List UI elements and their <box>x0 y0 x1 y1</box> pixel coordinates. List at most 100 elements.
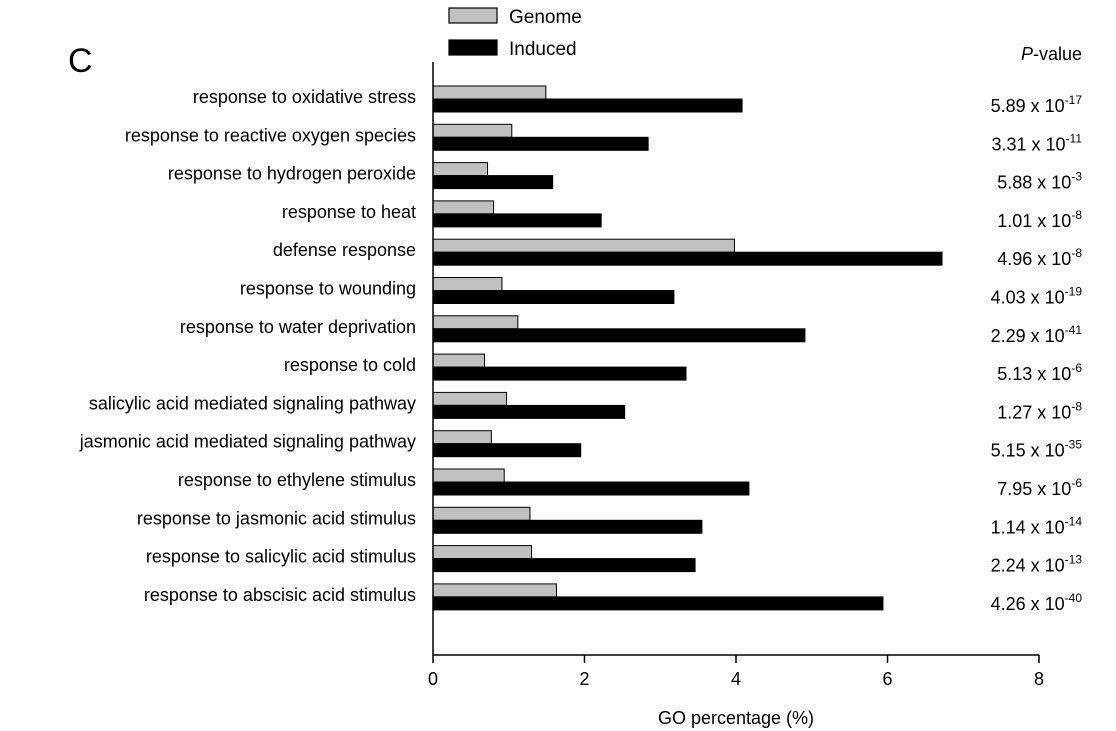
category-label: response to reactive oxygen species <box>125 125 416 145</box>
pvalue-mantissa: 5.15 x 10 <box>991 441 1065 461</box>
x-tick-label: 8 <box>1034 669 1044 689</box>
bar-genome <box>432 430 492 445</box>
pvalue-label: 1.01 x 10-8 <box>997 208 1082 231</box>
pvalue-exponent: -41 <box>1065 323 1083 337</box>
x-axis-title: GO percentage (%) <box>658 708 814 728</box>
bar-genome <box>432 506 531 521</box>
pvalue-exponent: -8 <box>1071 208 1082 222</box>
x-tick-label: 2 <box>579 669 589 689</box>
pvalue-mantissa: 4.26 x 10 <box>991 594 1065 614</box>
pvalue-exponent: -13 <box>1065 553 1083 567</box>
pvalue-label: 3.31 x 10-11 <box>991 131 1082 154</box>
x-ticks: 0 2 4 6 8 <box>428 655 1044 689</box>
bar-induced <box>432 366 687 381</box>
pvalue-exponent: -40 <box>1065 591 1083 605</box>
pvalue-label: 1.27 x 10-8 <box>997 399 1082 422</box>
pvalue-exponent: -3 <box>1071 170 1082 184</box>
pvalue-mantissa: 5.13 x 10 <box>997 364 1071 384</box>
category-label: response to wounding <box>240 279 416 299</box>
category-label: response to jasmonic acid stimulus <box>137 508 416 528</box>
bar-induced <box>432 443 582 458</box>
pvalue-exponent: -11 <box>1066 131 1083 145</box>
pvalue-header-p: P <box>1021 44 1033 64</box>
bar-genome <box>432 391 507 406</box>
legend-swatch-induced <box>448 39 498 56</box>
pvalue-exponent: -6 <box>1071 361 1082 375</box>
pvalue-label: 5.89 x 10-17 <box>991 93 1083 116</box>
pvalue-mantissa: 2.24 x 10 <box>991 556 1065 576</box>
pvalue-labels: 5.89 x 10-17 3.31 x 10-11 5.88 x 10-3 1.01 … <box>991 93 1083 614</box>
pvalue-label: 2.29 x 10-41 <box>991 323 1083 346</box>
pvalue-label: 5.88 x 10-3 <box>997 170 1082 193</box>
bar-induced <box>432 251 943 266</box>
pvalue-label: 4.96 x 10-8 <box>997 246 1082 269</box>
bar-genome <box>432 162 489 177</box>
legend: Genome Induced <box>448 7 582 60</box>
pvalue-exponent: -19 <box>1065 285 1083 299</box>
bar-genome <box>432 123 513 138</box>
bar-genome <box>432 545 532 560</box>
bar-induced <box>432 98 743 113</box>
pvalue-label: 1.14 x 10-14 <box>991 514 1083 537</box>
category-label: response to oxidative stress <box>193 87 416 107</box>
bar-induced <box>432 404 626 419</box>
pvalue-exponent: -17 <box>1065 93 1083 107</box>
pvalue-exponent: -8 <box>1071 399 1082 413</box>
pvalue-label: 7.95 x 10-6 <box>997 476 1082 499</box>
pvalue-mantissa: 1.01 x 10 <box>997 211 1071 231</box>
bar-induced <box>432 596 884 611</box>
bar-induced <box>432 175 554 190</box>
pvalue-mantissa: 3.31 x 10 <box>991 134 1065 154</box>
bar-induced <box>432 481 750 496</box>
x-tick-label: 4 <box>731 669 741 689</box>
bar-induced <box>432 558 696 573</box>
bar-genome <box>432 353 486 368</box>
bar-genome <box>432 238 735 253</box>
panel-label: C <box>68 42 93 80</box>
legend-label-genome: Genome <box>509 7 582 28</box>
category-label: response to cold <box>284 355 416 375</box>
pvalue-mantissa: 4.03 x 10 <box>991 288 1065 308</box>
category-label: defense response <box>273 240 416 260</box>
pvalue-label: 4.03 x 10-19 <box>991 285 1083 308</box>
category-label: response to abscisic acid stimulus <box>144 585 416 605</box>
bars <box>432 85 943 611</box>
bar-genome <box>432 200 495 215</box>
pvalue-label: 4.26 x 10-40 <box>991 591 1083 614</box>
bar-genome <box>432 468 505 483</box>
bar-induced <box>432 290 675 304</box>
x-tick-label: 0 <box>428 669 438 689</box>
category-label: response to hydrogen peroxide <box>168 164 416 184</box>
bar-induced <box>432 519 703 534</box>
legend-swatch-genome <box>448 7 498 24</box>
category-label: response to heat <box>282 202 416 222</box>
pvalue-label: 5.13 x 10-6 <box>997 361 1082 384</box>
bar-genome <box>432 315 519 330</box>
pvalue-exponent: -35 <box>1065 438 1083 452</box>
bar-induced <box>432 213 602 228</box>
category-label: response to salicylic acid stimulus <box>146 547 416 567</box>
pvalue-label: 5.15 x 10-35 <box>991 438 1083 461</box>
category-labels: response to oxidative stress response to … <box>79 87 416 605</box>
legend-label-induced: Induced <box>509 39 577 60</box>
category-label: response to ethylene stimulus <box>178 470 416 490</box>
pvalue-mantissa: 2.29 x 10 <box>991 326 1065 346</box>
category-label: salicylic acid mediated signaling pathwa… <box>89 393 416 413</box>
pvalue-header: P-value <box>1021 44 1082 64</box>
pvalue-mantissa: 1.14 x 10 <box>991 517 1065 537</box>
pvalue-mantissa: 5.89 x 10 <box>991 96 1065 116</box>
pvalue-mantissa: 7.95 x 10 <box>997 479 1071 499</box>
pvalue-header-rest: -value <box>1033 44 1082 64</box>
bar-induced <box>432 136 649 151</box>
pvalue-mantissa: 1.27 x 10 <box>997 402 1071 422</box>
category-label: jasmonic acid mediated signaling pathway <box>79 432 416 452</box>
pvalue-label: 2.24 x 10-13 <box>991 553 1083 576</box>
pvalue-exponent: -6 <box>1071 476 1082 490</box>
pvalue-exponent: -14 <box>1065 514 1083 528</box>
bar-genome <box>432 277 503 291</box>
pvalue-mantissa: 4.96 x 10 <box>997 249 1071 269</box>
pvalue-mantissa: 5.88 x 10 <box>997 173 1071 193</box>
x-tick-label: 6 <box>882 669 892 689</box>
bar-genome <box>432 85 547 100</box>
